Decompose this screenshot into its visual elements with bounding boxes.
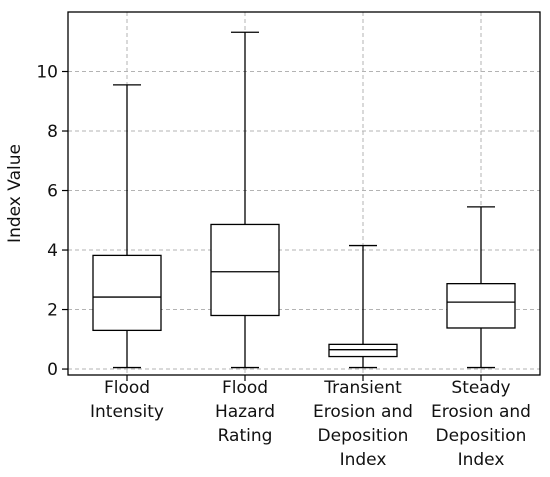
y-axis-label: Index Value <box>5 144 25 243</box>
x-tick-label: Erosion and <box>313 402 413 422</box>
y-tick-label: 2 <box>47 301 58 321</box>
interquartile-box <box>328 343 398 358</box>
box-3 <box>328 244 398 369</box>
x-tick-label: Flood <box>104 378 150 398</box>
x-tick-label: Deposition <box>436 426 527 446</box>
y-tick-label: 8 <box>47 122 58 142</box>
x-tick-label: Erosion and <box>431 402 531 422</box>
x-axis: Flood Intensity Flood Hazard Rating Transient… <box>90 375 531 470</box>
x-tick-label: Transient <box>323 378 402 398</box>
x-tick-label: Intensity <box>90 402 164 422</box>
box-4 <box>446 206 516 369</box>
x-tick-label: Flood <box>222 378 268 398</box>
y-tick-label: 6 <box>47 182 58 202</box>
y-tick-label: 4 <box>47 241 58 261</box>
x-tick-label: Deposition <box>318 426 409 446</box>
x-tick-label: Rating <box>218 426 273 446</box>
interquartile-box <box>446 283 516 329</box>
y-axis: 0 2 4 6 8 10 <box>36 63 68 380</box>
y-tick-label: 0 <box>47 360 58 380</box>
x-tick-label: Index <box>340 450 387 470</box>
y-tick-label: 10 <box>36 63 58 83</box>
box-2 <box>210 31 280 369</box>
box-1 <box>92 84 162 369</box>
x-tick-label: Steady <box>451 378 510 398</box>
box-series <box>92 31 516 369</box>
x-tick-label: Hazard <box>215 402 275 422</box>
interquartile-box <box>210 223 280 317</box>
interquartile-box <box>92 254 162 332</box>
plot-area-frame <box>67 11 541 376</box>
x-tick-label: Index <box>458 450 505 470</box>
